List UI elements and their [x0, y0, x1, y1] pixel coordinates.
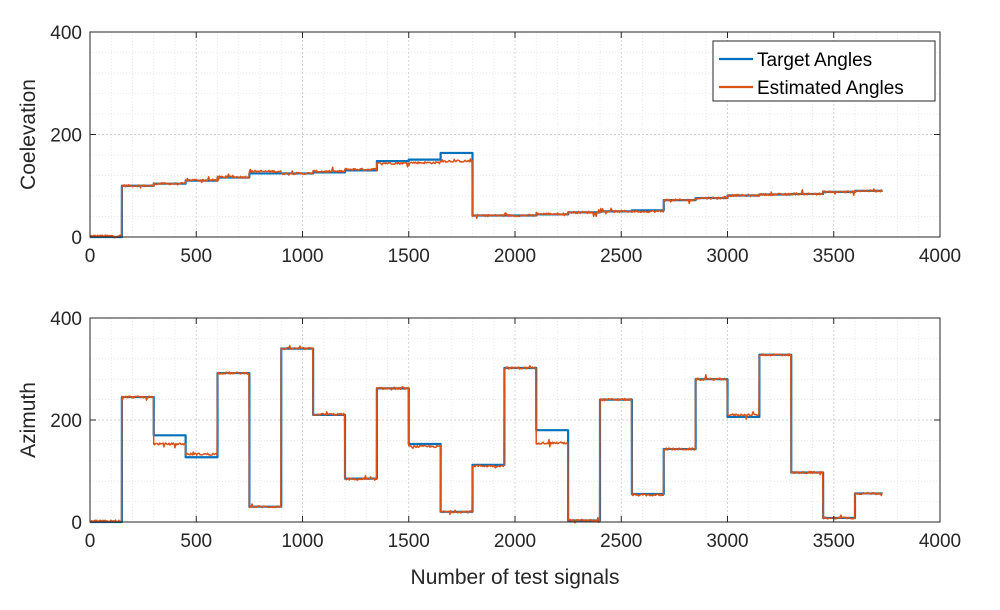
x-tick-label: 2000: [494, 531, 536, 552]
x-tick-label: 2000: [494, 246, 536, 267]
x-axis-label: Number of test signals: [411, 566, 620, 589]
y-tick-label: 0: [71, 513, 82, 534]
y-axis-label: Azimuth: [17, 382, 40, 458]
x-tick-label: 4000: [919, 531, 961, 552]
x-tick-label: 0: [85, 531, 96, 552]
x-tick-label: 3500: [813, 246, 855, 267]
series-line-estimated-angles: [89, 158, 883, 239]
x-tick-label: 2500: [600, 246, 642, 267]
legend-label-target-angles: Target Angles: [757, 50, 872, 71]
coelevation-plot: 0 500 1000 1500 2000 2500 3000 3500 4000 0 200 400 C…: [17, 23, 961, 267]
series-line-estimated-angles: [89, 344, 883, 524]
azimuth-plot: 0 500 1000 1500 2000 2500 3000 3500 4000 0 200 400 A…: [17, 309, 961, 589]
y-tick-label: 200: [50, 126, 82, 147]
x-tick-label: 1500: [388, 531, 430, 552]
y-tick-label: 0: [71, 228, 82, 249]
x-tick-label: 1000: [281, 246, 323, 267]
x-tick-label: 3000: [706, 531, 748, 552]
x-tick-label: 2500: [600, 531, 642, 552]
y-tick-label: 200: [50, 411, 82, 432]
legend-box: [712, 40, 936, 102]
x-tick-label: 500: [180, 246, 212, 267]
x-tick-label: 4000: [919, 246, 961, 267]
y-tick-label: 400: [50, 309, 82, 330]
x-tick-label: 1500: [388, 246, 430, 267]
x-tick-label: 500: [180, 531, 212, 552]
x-tick-label: 1000: [281, 531, 323, 552]
y-tick-label: 400: [50, 23, 82, 44]
legend-label-estimated-angles: Estimated Angles: [757, 78, 904, 99]
x-tick-label: 0: [85, 246, 96, 267]
x-tick-label: 3500: [813, 531, 855, 552]
x-tick-label: 3000: [706, 246, 748, 267]
y-axis-label: Coelevation: [17, 79, 40, 190]
